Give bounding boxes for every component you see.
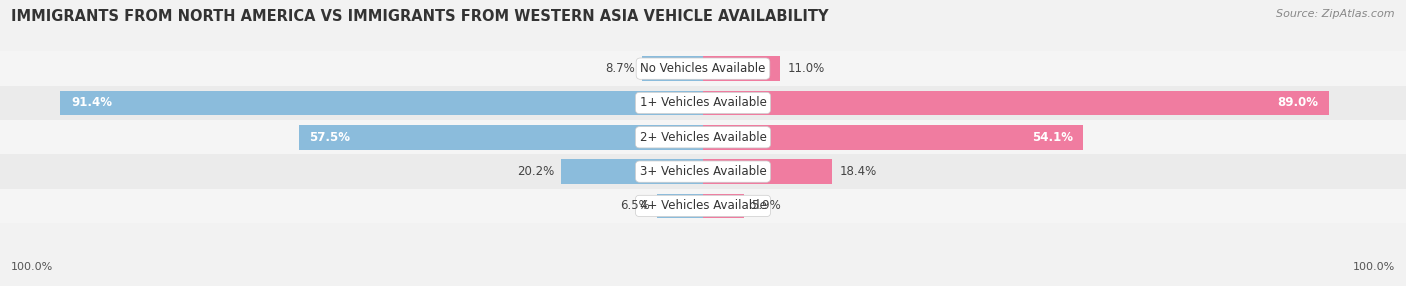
- Legend: Immigrants from North America, Immigrants from Western Asia: Immigrants from North America, Immigrant…: [468, 283, 938, 286]
- Bar: [0, 51, 1406, 86]
- Text: 100.0%: 100.0%: [1353, 262, 1395, 272]
- Bar: [0, 189, 1406, 223]
- Text: IMMIGRANTS FROM NORTH AMERICA VS IMMIGRANTS FROM WESTERN ASIA VEHICLE AVAILABILI: IMMIGRANTS FROM NORTH AMERICA VS IMMIGRA…: [11, 9, 828, 23]
- Text: 89.0%: 89.0%: [1277, 96, 1319, 110]
- Text: 54.1%: 54.1%: [1032, 131, 1073, 144]
- Text: 100.0%: 100.0%: [11, 262, 53, 272]
- Bar: [643, 56, 703, 81]
- Bar: [0, 86, 1406, 120]
- Bar: [60, 91, 703, 115]
- Bar: [658, 194, 703, 218]
- Bar: [703, 125, 1083, 150]
- Text: 91.4%: 91.4%: [70, 96, 112, 110]
- Text: 8.7%: 8.7%: [605, 62, 636, 75]
- Text: No Vehicles Available: No Vehicles Available: [640, 62, 766, 75]
- Text: 2+ Vehicles Available: 2+ Vehicles Available: [640, 131, 766, 144]
- Text: 4+ Vehicles Available: 4+ Vehicles Available: [640, 199, 766, 212]
- Text: 6.5%: 6.5%: [620, 199, 650, 212]
- Text: Source: ZipAtlas.com: Source: ZipAtlas.com: [1277, 9, 1395, 19]
- Bar: [703, 91, 1329, 115]
- Text: 5.9%: 5.9%: [752, 199, 782, 212]
- Bar: [0, 120, 1406, 154]
- Bar: [561, 159, 703, 184]
- Bar: [703, 56, 780, 81]
- Text: 18.4%: 18.4%: [839, 165, 876, 178]
- Bar: [703, 159, 832, 184]
- Text: 1+ Vehicles Available: 1+ Vehicles Available: [640, 96, 766, 110]
- Text: 57.5%: 57.5%: [309, 131, 350, 144]
- Text: 11.0%: 11.0%: [787, 62, 824, 75]
- Bar: [299, 125, 703, 150]
- Text: 3+ Vehicles Available: 3+ Vehicles Available: [640, 165, 766, 178]
- Bar: [703, 194, 745, 218]
- Bar: [0, 154, 1406, 189]
- Text: 20.2%: 20.2%: [517, 165, 554, 178]
